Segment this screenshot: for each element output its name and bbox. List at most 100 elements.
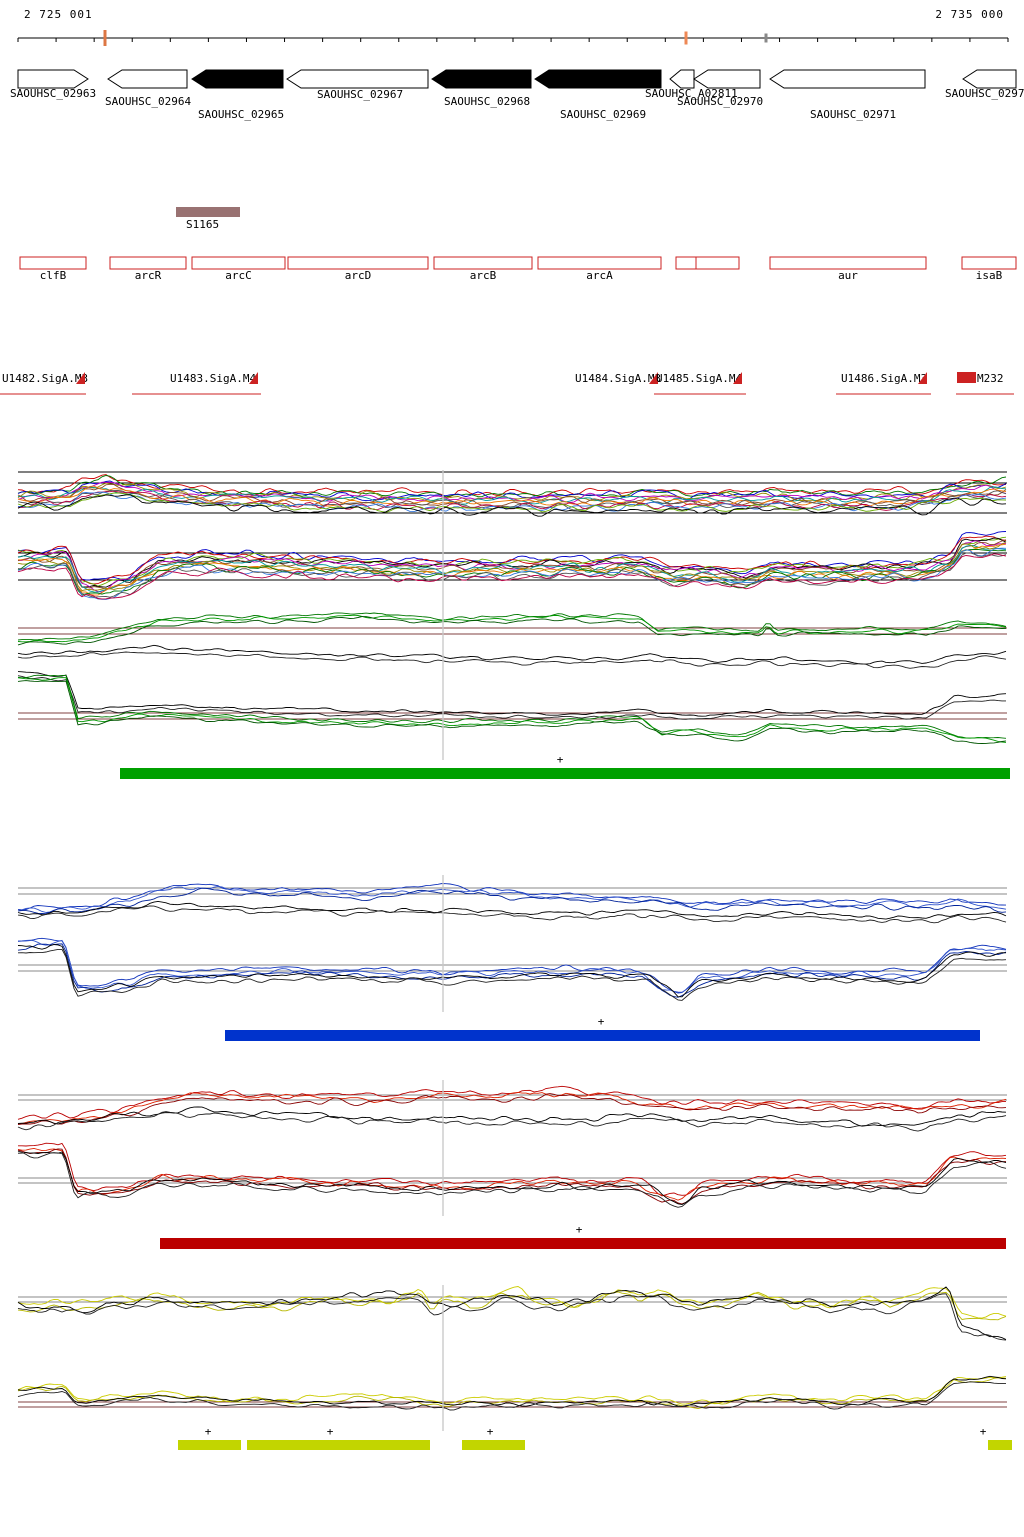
expression-profile-line xyxy=(17,553,1007,600)
gene-arrow-SAOUHSC_02970[interactable] xyxy=(693,69,761,89)
ruler-mark xyxy=(103,30,107,46)
expression-profile-line xyxy=(17,544,1007,593)
gene-arrow-SAOUHSC_02964[interactable] xyxy=(107,69,188,89)
expression-profile-line xyxy=(17,1091,1007,1125)
gene-arrow-SAOUHSC_02967[interactable] xyxy=(286,69,429,89)
feature-box[interactable] xyxy=(695,256,740,270)
feature-label: aur xyxy=(838,269,858,282)
feature-label: isaB xyxy=(976,269,1003,282)
expression-profile-line xyxy=(17,535,1007,585)
expression-profile-line xyxy=(17,1106,1007,1127)
plus-mark: + xyxy=(205,1425,212,1438)
plus-mark: + xyxy=(980,1425,987,1438)
gene-label: SAOUHSC_02969 xyxy=(560,108,646,121)
expression-profile-line xyxy=(17,900,1007,920)
ruler-end-coordinate: 2 735 000 xyxy=(935,8,1004,21)
srna-box-S1165[interactable] xyxy=(176,207,240,217)
expression-panel-red: + xyxy=(17,1080,1007,1249)
expression-panel-all-conditions-green: + xyxy=(17,470,1010,779)
srna-label: S1165 xyxy=(186,218,219,231)
expression-profile-line xyxy=(17,675,1006,720)
expression-profile-line xyxy=(17,944,1007,998)
expression-profile-line xyxy=(17,680,1007,744)
expression-profile-line xyxy=(17,491,1007,513)
condition-bar xyxy=(462,1440,525,1450)
tss-box xyxy=(957,372,976,383)
feature-box-arcB[interactable] xyxy=(433,256,533,270)
feature-box-arcA[interactable] xyxy=(537,256,662,270)
feature-label: arcD xyxy=(345,269,372,282)
expression-profile-line xyxy=(17,539,1007,590)
expression-profile-line xyxy=(17,1151,1007,1205)
tss-label: U1482.SigA.M3 xyxy=(2,372,88,385)
tss-label: U1484.SigA.M3 xyxy=(575,372,661,385)
condition-bar xyxy=(178,1440,241,1450)
expression-profile-line xyxy=(17,1293,1007,1341)
expression-profile-line xyxy=(17,492,1007,513)
expression-profile-line xyxy=(17,887,1007,914)
expression-profile-line xyxy=(17,614,1007,643)
feature-box-arcD[interactable] xyxy=(287,256,429,270)
expression-profile-line xyxy=(17,905,1007,924)
ruler-start-coordinate: 2 725 001 xyxy=(24,8,93,21)
feature-box-clfB[interactable] xyxy=(19,256,87,270)
tss-flag[interactable] xyxy=(733,372,742,384)
feature-box-aur[interactable] xyxy=(769,256,927,270)
expression-profile-line xyxy=(17,616,1007,646)
expression-profile-line xyxy=(17,548,1007,596)
expression-profile-line xyxy=(17,886,1007,913)
condition-bar xyxy=(160,1238,1006,1249)
tss-track: U1482.SigA.M3 U1483.SigA.M4 U1484.SigA.M3U… xyxy=(0,372,1014,395)
expression-profile-line xyxy=(17,494,1007,517)
feature-box[interactable] xyxy=(675,256,697,270)
gene-arrow-SAOUHSC_02972[interactable] xyxy=(962,69,1017,89)
ruler-mark xyxy=(764,33,768,43)
tss-flag[interactable] xyxy=(918,372,927,384)
expression-panel-blue: + xyxy=(17,875,1007,1041)
gene-arrow-SAOUHSC_02963[interactable] xyxy=(17,69,89,89)
tss-flag[interactable] xyxy=(76,372,85,384)
gene-arrow-SAOUHSC_A02811[interactable] xyxy=(669,69,695,89)
expression-profile-line xyxy=(17,644,1007,665)
expression-profile-line xyxy=(17,937,1007,994)
expression-profile-line xyxy=(17,1381,1007,1411)
gene-label: SAOUHSC_02972 xyxy=(945,87,1024,100)
gene-arrow-SAOUHSC_02968[interactable] xyxy=(431,69,532,89)
expression-profile-line xyxy=(17,1111,1007,1132)
feature-box-arcR[interactable] xyxy=(109,256,187,270)
srna-track: S1165 xyxy=(176,207,240,231)
expression-profile-line xyxy=(17,1377,1007,1410)
feature-label: arcR xyxy=(135,269,162,282)
feature-label: arcB xyxy=(470,269,497,282)
gene-arrow-SAOUHSC_02969[interactable] xyxy=(534,69,662,89)
expression-profile-line xyxy=(17,612,1007,641)
expression-profile-line xyxy=(18,1142,1007,1197)
gene-label: SAOUHSC_02970 xyxy=(677,95,763,108)
tss-flag[interactable] xyxy=(649,372,658,384)
plus-mark: + xyxy=(598,1015,605,1028)
feature-box-isaB[interactable] xyxy=(961,256,1017,270)
expression-profile-line xyxy=(17,1093,1007,1125)
expression-profile-line xyxy=(17,1150,1007,1208)
plus-mark: + xyxy=(557,753,564,766)
tss-flag[interactable] xyxy=(249,372,258,384)
expression-profile-line xyxy=(17,547,1007,600)
plus-mark: + xyxy=(487,1425,494,1438)
feature-label: clfB xyxy=(40,269,67,282)
gene-label: SAOUHSC_02965 xyxy=(198,108,284,121)
expression-profile-line xyxy=(17,939,1007,993)
feature-box-arcC[interactable] xyxy=(191,256,286,270)
plus-mark: + xyxy=(327,1425,334,1438)
condition-bar xyxy=(225,1030,980,1041)
tss-label: M232 xyxy=(977,372,1004,385)
expression-profile-line xyxy=(17,1286,1007,1340)
expression-profile-line xyxy=(17,948,1007,1001)
gene-arrow-SAOUHSC_02971[interactable] xyxy=(769,69,926,89)
expression-profile-line xyxy=(17,1286,1007,1319)
annotation-track: clfB arcR arcC arcD arcB arcA aur isaB xyxy=(19,256,1017,282)
coordinate-ruler xyxy=(17,30,1009,46)
expression-profile-line xyxy=(17,1375,1007,1407)
gene-label: SAOUHSC_A02811 xyxy=(645,87,738,100)
gene-arrow-SAOUHSC_02965[interactable] xyxy=(191,69,284,89)
